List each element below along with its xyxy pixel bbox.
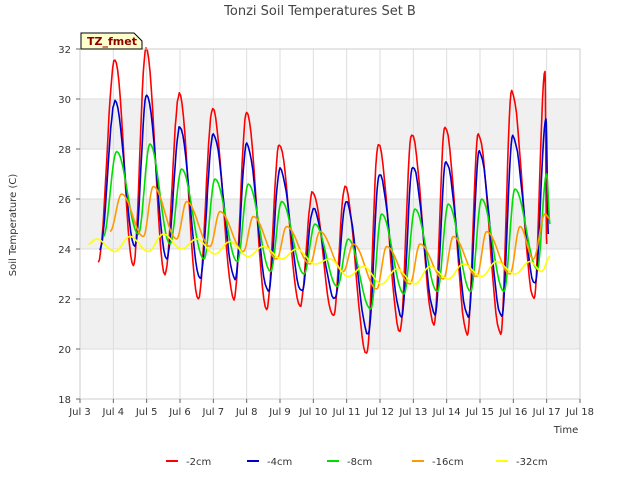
series-lines — [88, 47, 551, 354]
y-tick-label: 22 — [58, 295, 71, 306]
series-line-minus32cm — [88, 233, 551, 285]
series-line-minus2cm — [97, 47, 548, 354]
legend-label: -16cm — [432, 457, 464, 468]
x-tick-label: Jul 7 — [202, 407, 225, 418]
axes — [79, 48, 581, 400]
y-tick-label: 30 — [58, 95, 71, 106]
x-tick-label: Jul 12 — [365, 407, 394, 418]
plot-background — [80, 49, 580, 399]
y-tick-label: 32 — [58, 45, 71, 56]
y-tick-label: 18 — [58, 395, 71, 406]
y-axis-label: Soil Temperature (C) — [8, 174, 19, 277]
x-tick-label: Jul 14 — [432, 407, 461, 418]
x-tick-label: Jul 10 — [298, 407, 327, 418]
site-label-box: TZ_fmet — [80, 32, 143, 50]
x-tick-label: Jul 11 — [332, 407, 361, 418]
site-label: TZ_fmet — [87, 35, 137, 48]
x-tick-label: Jul 3 — [68, 407, 91, 418]
series-line-minus4cm — [99, 94, 550, 335]
plot-frame — [79, 48, 581, 400]
y-tick-label: 28 — [58, 145, 71, 156]
x-tick-label: Jul 15 — [465, 407, 494, 418]
x-tick-label: Jul 16 — [498, 407, 527, 418]
chart-title: Tonzi Soil Temperatures Set B — [223, 4, 416, 19]
y-tick-label: 20 — [58, 345, 71, 356]
x-axis-label: Time — [553, 425, 578, 436]
x-tick-label: Jul 13 — [398, 407, 427, 418]
x-tick-label: Jul 8 — [235, 407, 258, 418]
legend-label: -4cm — [267, 457, 292, 468]
x-tick-label: Jul 17 — [532, 407, 561, 418]
x-tick-label: Jul 4 — [102, 407, 125, 418]
legend-label: -8cm — [347, 457, 372, 468]
legend: -2cm -4cm -8cm -16cm -32cm — [166, 457, 548, 468]
y-ticks: 18 20 22 24 26 28 30 32 — [58, 45, 80, 406]
series-line-minus8cm — [102, 143, 551, 310]
x-tick-label: Jul 18 — [565, 407, 594, 418]
y-tick-label: 26 — [58, 195, 71, 206]
legend-label: -2cm — [186, 457, 211, 468]
x-tick-label: Jul 5 — [135, 407, 158, 418]
x-tick-label: Jul 9 — [268, 407, 291, 418]
legend-label: -32cm — [516, 457, 548, 468]
site-label-frame — [80, 32, 143, 50]
x-ticks: Jul 3 Jul 4 Jul 5 Jul 6 Jul 7 Jul 8 Jul 9 Jul 1… — [68, 399, 594, 418]
plot-band — [80, 99, 580, 149]
x-tick-label: Jul 6 — [168, 407, 191, 418]
y-tick-label: 24 — [58, 245, 71, 256]
